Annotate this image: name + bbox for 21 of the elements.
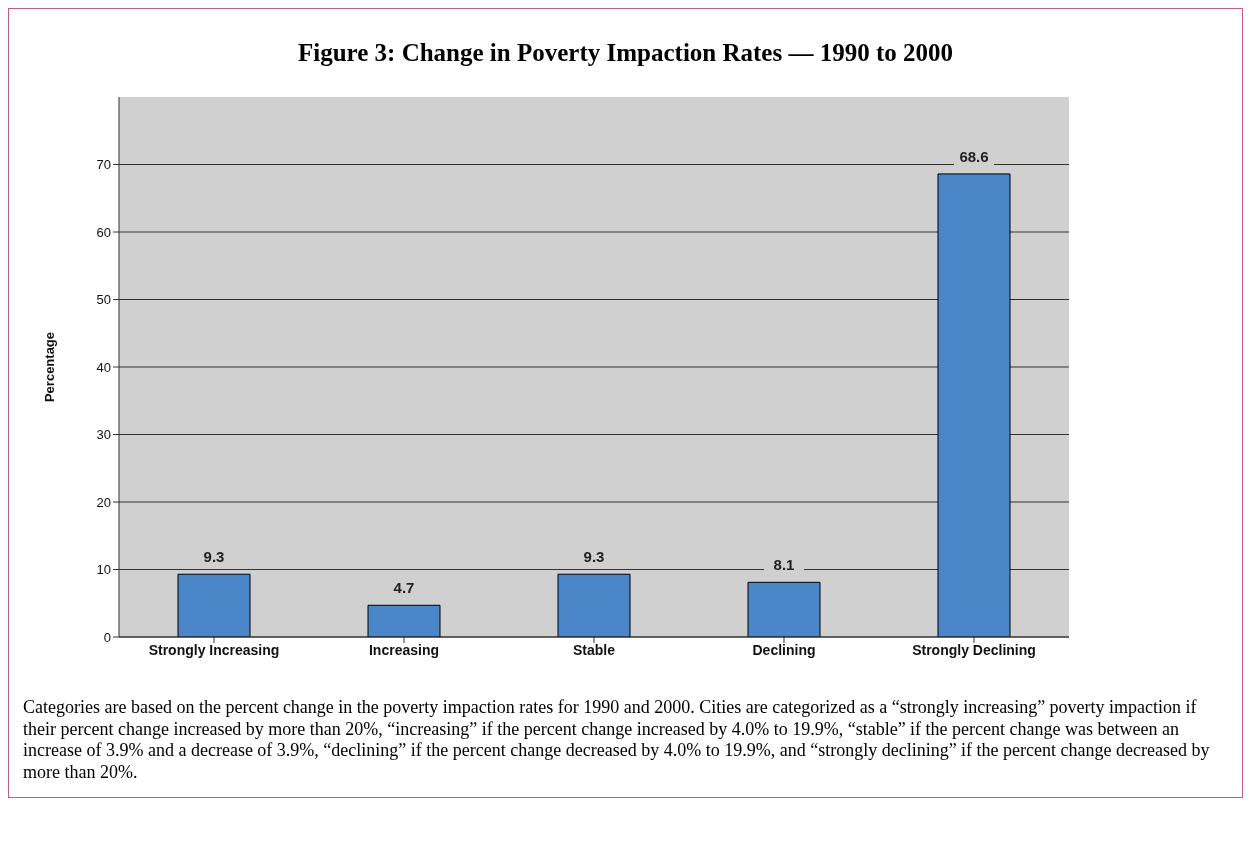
y-tick-label: 60 (96, 224, 111, 240)
y-tick-label: 40 (96, 359, 111, 375)
data-label: 68.6 (959, 147, 989, 165)
y-tick-label: 50 (96, 292, 111, 308)
y-tick-label: 30 (96, 427, 111, 443)
data-label: 8.1 (773, 556, 795, 574)
data-label: 4.7 (393, 579, 415, 597)
data-label: 9.3 (203, 548, 225, 566)
text: Categories are based on the percent change in the poverty impaction rates for 1990 and 2000. Cities are categorized as a “strongly increasing” poverty impaction if their percent change increased by more than 20%, “increasing” if the percent change increased by 4.0% to 19.9%, “stable” if the percent change was between an increase of 3.9% and a decrease of 3.9%, “declining” if the percent change decreased by 4.0% to 19.9%, and “strongly declining” if the percent change decreased by more than 20%. (23, 697, 1211, 784)
data-label: 9.3 (583, 548, 605, 566)
chart-title: Figure 3: Change in Poverty Impaction Rates — 1990 to 2000 (296, 39, 954, 67)
y-tick-label: 20 (96, 494, 111, 510)
x-tick-label: Increasing (368, 641, 440, 658)
y-axis-title: Percentage (41, 331, 57, 403)
x-tick-label: Strongly Declining (912, 641, 1036, 658)
x-tick-label: Strongly Increasing (148, 641, 280, 658)
x-tick-label: Declining (752, 641, 816, 658)
x-tick-label: Stable (572, 641, 616, 658)
y-tick-label: 0 (103, 629, 111, 645)
y-tick-label: 10 (96, 562, 111, 578)
y-tick-label: 70 (96, 157, 111, 173)
